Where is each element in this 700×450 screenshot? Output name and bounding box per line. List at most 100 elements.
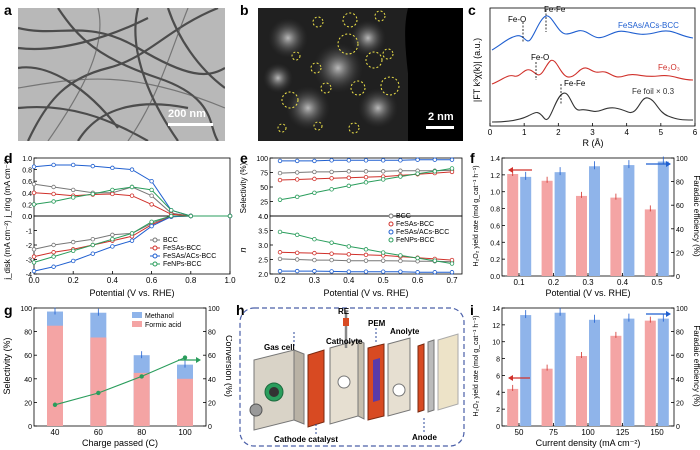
d-ylabel-top: j_ring (mA cm⁻²) (3, 158, 12, 218)
panel-label-c: c (468, 2, 476, 18)
e-n-point-2-8 (415, 270, 420, 275)
e-n-point-3-2 (312, 236, 317, 242)
c-series-fesas-acs (491, 15, 694, 51)
d-legend-fenps: FeNPs-BCC (163, 261, 202, 268)
h-label-pem: PEM (368, 319, 386, 328)
g-yticks-left: 0 20 40 60 80 100 (20, 306, 37, 431)
i-r-ytick-5: 100 (676, 306, 688, 313)
d-disk-point-3-5 (129, 231, 135, 236)
d-ring-point-3-0 (31, 202, 37, 207)
g-xlabel: Charge passed (C) (82, 438, 158, 448)
f-r-ytick-3: 60 (676, 203, 684, 210)
i-bar-right-4 (657, 318, 669, 426)
d-top-ytick-3: 0.6 (22, 179, 32, 186)
chart-g: Selectivity (%) Conversion (%) 0 20 40 60 80… (2, 306, 232, 448)
d-ring-point-3-2 (70, 195, 76, 200)
c-xtick-0: 0 (488, 128, 493, 137)
panel-label-h: h (236, 302, 245, 318)
e-xtick-1: 0.3 (309, 276, 321, 285)
g-l-ytick-4: 80 (24, 330, 32, 337)
d-ring-line-1 (33, 192, 230, 217)
d-disk-point-0-1 (51, 242, 56, 248)
g-bar-formic-0 (47, 325, 63, 426)
h-label-anolyte: Anolyte (390, 327, 420, 336)
e-legend: BCC FeSAs-BCC FeSAs/ACs-BCC FeNPs-BCC (388, 213, 449, 244)
d-disk-point-0-0 (31, 247, 37, 252)
i-r-ytick-3: 60 (676, 353, 684, 360)
f-ylabel-right: Faradaic efficiency (%) (692, 175, 700, 257)
i-l-ytick-4: 8 (496, 357, 500, 364)
d-disk-point-3-8 (188, 213, 193, 219)
c-xtick-6: 6 (693, 128, 698, 137)
haadf-atoms (263, 8, 463, 141)
d-disk-point-2-6 (149, 223, 154, 229)
d-top-ytick-0: 0.0 (22, 214, 32, 221)
e-sel-point-3-0 (277, 197, 283, 202)
c-annot-fefe-1: Fe-Fe (544, 5, 566, 14)
cell-schematic: RE PEM Gas cell Catholyte Anolyte Cathod… (239, 307, 465, 447)
e-n-point-3-0 (277, 229, 283, 235)
chart-f: H₂O₂ yield rate (mol g_cat⁻¹ h⁻¹) Farada… (473, 156, 700, 298)
e-n-point-3-6 (380, 250, 386, 255)
d-disk-point-2-1 (51, 264, 56, 269)
h-label-catholyte: Catholyte (326, 337, 363, 346)
e-sel-point-0-2 (312, 169, 317, 175)
f-yticks-left: 0.0 0.2 0.4 0.6 0.8 1.0 1.2 1.4 (490, 156, 505, 281)
e-sel-point-3-9 (432, 169, 437, 174)
e-n-point-3-5 (363, 247, 369, 252)
e-sel-point-1-2 (312, 176, 317, 182)
f-l-ytick-0: 0.0 (490, 274, 500, 281)
e-sel-point-1-4 (346, 175, 351, 180)
e-sel-point-0-3 (329, 169, 334, 175)
d-disk-point-2-5 (129, 238, 135, 243)
f-bar-left-3 (610, 197, 622, 276)
e-sel-point-0-7 (398, 168, 403, 173)
d-disk-point-3-7 (168, 213, 174, 219)
f-bar-left-2 (576, 195, 587, 276)
d-ring-point-3-6 (149, 187, 154, 193)
f-ylabel-left: H₂O₂ yield rate (mol g_cat⁻¹ h⁻¹) (473, 165, 480, 266)
e-top-ytick-1: 25 (260, 200, 268, 207)
i-ylabel-left: H₂O₂ yield rate (mol g_cat⁻¹ h⁻¹) (473, 315, 480, 416)
d-disk-point-3-3 (90, 242, 95, 248)
e-bot-ytick-0: 2.0 (258, 272, 268, 279)
e-sel-point-2-9 (432, 157, 437, 162)
g-r-ytick-1: 20 (208, 400, 216, 407)
f-bar-right-4 (657, 161, 669, 276)
e-xtick-0: 0.2 (274, 276, 286, 285)
c-label-fesas-acs: FeSAs/ACs-BCC (618, 21, 679, 30)
i-xtick-1: 75 (549, 428, 558, 437)
i-l-ytick-0: 0 (496, 424, 500, 431)
g-conversion-line (54, 357, 186, 406)
chart-i: H₂O₂ yield rate (mol g_cat⁻¹ h⁻¹) Farada… (473, 306, 700, 448)
f-l-ytick-5: 1.0 (490, 190, 500, 197)
e-n-point-2-9 (432, 270, 437, 275)
panel-label-d: d (4, 150, 13, 166)
f-r-ytick-0: 0 (676, 274, 680, 281)
panel-label-e: e (240, 150, 248, 166)
d-ring-point-0-6 (149, 193, 154, 198)
chart-c: |FT k³χ(k)| (a.u.) 0 1 2 3 4 5 6 R (Å) Fe-O Fe… (472, 5, 698, 148)
e-legend-fenps: FeNPs-BCC (396, 237, 435, 244)
i-bar-left-0 (507, 388, 519, 426)
e-n-point-0-6 (380, 258, 386, 263)
g-r-ytick-3: 60 (208, 353, 216, 360)
f-l-ytick-7: 1.4 (490, 156, 500, 163)
e-n-point-0-1 (295, 257, 300, 262)
i-l-ytick-5: 10 (492, 340, 500, 347)
e-sel-point-2-3 (329, 158, 334, 163)
e-top-ytick-0: 0 (264, 214, 268, 221)
d-legend-fesas-acs: FeSAs/ACs-BCC (163, 253, 216, 260)
e-sel-point-1-5 (363, 174, 369, 180)
d-disk-point-2-0 (31, 268, 37, 274)
d-ring-line-3 (33, 186, 230, 217)
g-conversion-point-3 (182, 355, 188, 360)
e-sel-point-2-2 (312, 158, 317, 164)
e-sel-point-3-2 (312, 190, 317, 195)
e-sel-point-3-10 (449, 166, 455, 171)
d-ring-point-2-6 (149, 179, 154, 184)
e-n-point-1-1 (295, 250, 300, 256)
g-l-ytick-1: 20 (24, 400, 32, 407)
d-ring-point-3-3 (90, 191, 95, 197)
f-r-ytick-5: 100 (676, 156, 688, 163)
